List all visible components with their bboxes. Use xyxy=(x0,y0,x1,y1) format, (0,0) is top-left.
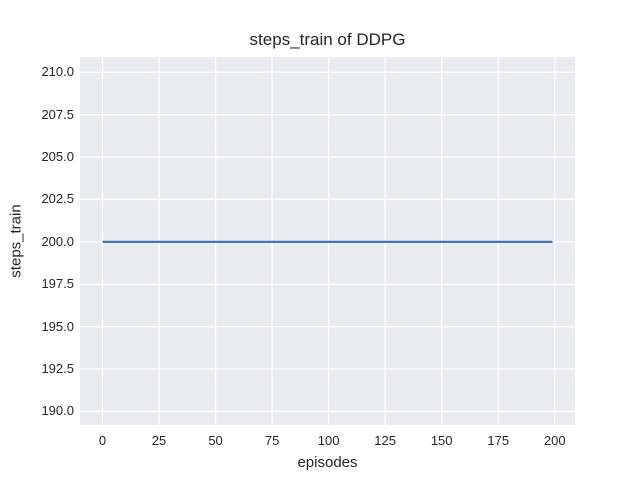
plot-area xyxy=(80,57,575,425)
chart-title: steps_train of DDPG xyxy=(249,30,406,49)
y-tick-label: 210.0 xyxy=(41,64,74,80)
x-tick-label: 200 xyxy=(543,433,566,448)
y-tick-label: 197.5 xyxy=(41,276,74,292)
chart-canvas xyxy=(80,57,575,425)
x-axis-label: episodes xyxy=(297,454,358,471)
y-tick-label: 205.0 xyxy=(41,149,74,165)
x-tick-label: 100 xyxy=(317,433,340,448)
y-tick-label: 190.0 xyxy=(41,403,74,419)
x-tick-label: 25 xyxy=(151,433,167,448)
y-tick-label: 192.5 xyxy=(41,361,74,377)
y-tick-label: 195.0 xyxy=(41,318,74,334)
x-tick-label: 0 xyxy=(98,433,107,448)
x-tick-label: 175 xyxy=(487,433,510,448)
y-tick-label: 200.0 xyxy=(41,233,74,249)
y-tick-label: 207.5 xyxy=(41,106,74,122)
x-tick-label: 150 xyxy=(430,433,453,448)
x-tick-label: 50 xyxy=(208,433,223,448)
x-tick-label: 75 xyxy=(264,433,280,448)
x-tick-label: 125 xyxy=(374,433,396,448)
y-tick-label: 202.5 xyxy=(41,191,74,207)
